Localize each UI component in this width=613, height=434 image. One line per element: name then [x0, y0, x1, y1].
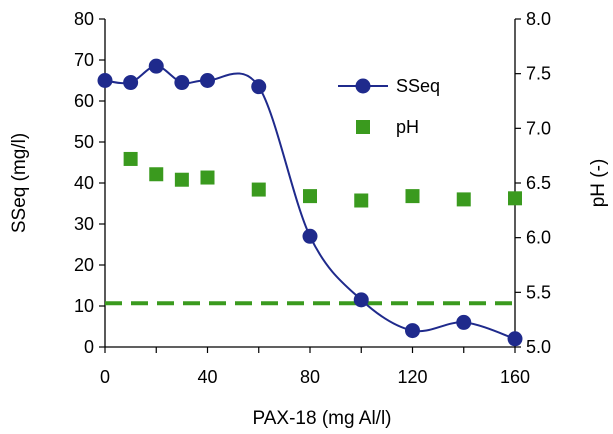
sseq-point: [507, 331, 523, 347]
y-right-tick-label: 5.0: [526, 337, 551, 357]
y-axis-right-label: pH (-): [588, 159, 609, 208]
x-tick-label: 120: [397, 367, 427, 387]
legend-sseq-label: SSeq: [396, 76, 440, 96]
sseq-point: [251, 79, 267, 95]
sseq-point: [353, 292, 369, 308]
y-right-tick-label: 6.5: [526, 173, 551, 193]
sseq-point: [174, 75, 190, 91]
ph-point: [508, 191, 522, 206]
sseq-point: [302, 228, 318, 244]
y-right-tick-label: 6.0: [526, 228, 551, 248]
y-left-tick-label: 20: [74, 255, 94, 275]
ph-point: [303, 189, 317, 204]
ph-point: [149, 167, 164, 182]
series-ph: [123, 151, 522, 208]
y-left-tick-label: 30: [74, 214, 94, 234]
legend-ph-label: pH: [396, 117, 419, 137]
legend: SSeq pH: [338, 76, 440, 137]
y-left-tick-label: 10: [74, 296, 94, 316]
x-tick-label: 80: [300, 367, 320, 387]
y-left-tick-label: 0: [84, 337, 94, 357]
ph-point: [123, 151, 138, 166]
axes: 0 10 20 30 40 50 60 70 80 5.0 5.5 6.0 6.5 7.0 7.5 8.0 0 4…: [74, 9, 551, 387]
y-left-tick-label: 80: [74, 9, 94, 29]
ph-point: [354, 193, 369, 208]
y-right-tick-label: 5.5: [526, 282, 551, 302]
y-right-tick-label: 7.5: [526, 64, 551, 84]
sseq-point: [148, 58, 164, 74]
y-axis-left-label: SSeq (mg/l): [9, 133, 30, 233]
ph-point: [200, 170, 215, 185]
y-left-tick-label: 50: [74, 132, 94, 152]
y-right-tick-label: 7.0: [526, 118, 551, 138]
x-tick-label: 160: [500, 367, 530, 387]
ph-point: [405, 189, 420, 204]
legend-ph-marker: [356, 120, 370, 134]
x-tick-label: 40: [197, 367, 217, 387]
x-tick-label: 0: [100, 367, 110, 387]
sseq-point: [200, 73, 215, 88]
y-left-tick-label: 70: [74, 50, 94, 70]
sseq-point: [123, 75, 139, 91]
sseq-point: [97, 73, 113, 88]
legend-sseq-marker: [355, 78, 371, 94]
ph-point: [251, 182, 266, 197]
y-right-tick-label: 8.0: [526, 9, 551, 29]
ph-point: [456, 192, 471, 207]
y-left-tick-label: 40: [74, 173, 94, 193]
ph-point: [174, 172, 189, 187]
x-axis-label: PAX-18 (mg Al/l): [252, 408, 391, 429]
sseq-point: [456, 314, 472, 330]
series-sseq: [97, 58, 523, 347]
sseq-point: [405, 323, 420, 339]
y-left-tick-label: 60: [74, 91, 94, 111]
